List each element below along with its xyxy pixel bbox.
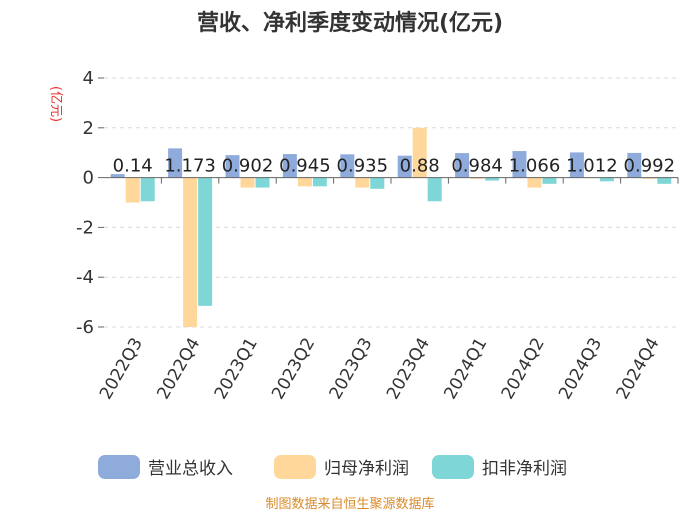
- y-tick-label: -6: [76, 317, 94, 338]
- data-label: 0.945: [279, 156, 331, 177]
- bar: [642, 177, 657, 179]
- y-tick-label: -2: [76, 217, 94, 238]
- bar: [412, 127, 427, 178]
- bar: [627, 152, 642, 178]
- y-tick-label: 0: [83, 168, 94, 189]
- legend-label: 营业总收入: [148, 459, 233, 479]
- x-tick-label: 2024Q2: [498, 335, 549, 403]
- bar: [225, 155, 240, 178]
- grid-lines: [98, 77, 678, 328]
- legend-label: 归母净利润: [324, 459, 409, 479]
- bar: [427, 177, 442, 202]
- data-label: 0.984: [451, 156, 503, 177]
- legend-swatch: [98, 455, 140, 479]
- bar: [198, 177, 213, 306]
- bar: [282, 154, 297, 178]
- data-label: 0.902: [222, 156, 274, 177]
- x-tick-label: 2023Q1: [211, 335, 262, 403]
- bar: [183, 177, 198, 327]
- chart-title: 营收、净利季度变动情况(亿元): [197, 10, 503, 36]
- bars: [110, 127, 672, 327]
- source-note: 制图数据来自恒生聚源数据库: [265, 496, 434, 512]
- bar: [297, 177, 312, 187]
- x-tick-label: 2022Q3: [96, 335, 147, 403]
- bar: [340, 154, 355, 178]
- bar: [599, 177, 614, 182]
- bar: [657, 177, 672, 184]
- x-tick-label: 2022Q4: [153, 335, 204, 403]
- bar: [569, 152, 584, 178]
- legend-label: 扣非净利润: [482, 459, 567, 479]
- bar: [455, 153, 470, 178]
- y-tick-labels: 4 2 0 -2 -4 -6: [76, 68, 94, 338]
- x-tick-label: 2024Q3: [555, 335, 606, 403]
- bar: [470, 177, 485, 179]
- bar: [168, 148, 183, 178]
- bar: [542, 177, 557, 184]
- bar: [527, 177, 542, 188]
- bar: [240, 177, 255, 188]
- legend-swatch: [432, 455, 474, 479]
- y-axis-unit: (亿元): [48, 86, 63, 122]
- x-tick-label: 2023Q3: [326, 335, 377, 403]
- bar: [110, 174, 125, 178]
- bar: [125, 177, 140, 203]
- bar: [255, 177, 270, 188]
- x-tick-label: 2023Q4: [383, 335, 434, 403]
- x-tick-label: 2023Q2: [268, 335, 319, 403]
- bar: [355, 177, 370, 188]
- data-label: 1.173: [164, 156, 216, 177]
- legend: 营业总收入 归母净利润 扣非净利润: [98, 455, 567, 479]
- x-tick-label: 2024Q4: [613, 335, 664, 403]
- y-tick-label: -4: [76, 267, 94, 288]
- bar: [370, 177, 385, 189]
- bar: [485, 177, 500, 181]
- data-label: 0.992: [624, 156, 676, 177]
- data-label: 0.14: [113, 156, 153, 177]
- data-label: 1.012: [566, 156, 618, 177]
- bar: [512, 151, 527, 178]
- legend-swatch: [274, 455, 316, 479]
- y-tick-label: 2: [83, 118, 94, 139]
- bar: [312, 177, 327, 187]
- data-label: 1.066: [509, 156, 561, 177]
- bar: [140, 177, 155, 202]
- data-labels: 0.14 1.173 0.902 0.945 0.935 0.88 0.984 1.066 1.…: [113, 156, 675, 177]
- data-label: 0.88: [400, 156, 440, 177]
- bar: [397, 155, 412, 178]
- x-tick-label: 2024Q1: [440, 334, 491, 402]
- y-tick-label: 4: [83, 68, 94, 89]
- data-label: 0.935: [337, 156, 389, 177]
